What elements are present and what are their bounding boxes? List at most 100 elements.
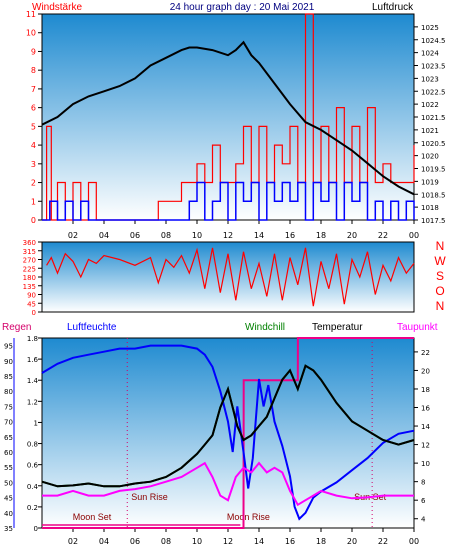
rain-y-tick-label: 1.6 (27, 356, 39, 364)
header-right-label: Luftdruck (372, 2, 414, 13)
legend-humidity: Luftfeuchte (67, 322, 117, 333)
x-tick-label: 04 (99, 231, 109, 240)
x-tick-label: 10 (192, 537, 202, 546)
x-tick-label: 12 (223, 537, 233, 546)
x-tick-label: 04 (99, 537, 109, 546)
x-tick-label: 18 (316, 537, 326, 546)
pressure-y-tick-label: 1018 (421, 204, 439, 212)
x-tick-label: 22 (378, 231, 388, 240)
humidity-y-tick-label: 75 (4, 403, 13, 411)
pressure-y-tick-label: 1020 (421, 153, 439, 161)
wind-y-tick-label: 10 (26, 29, 36, 38)
direction-y-tick-label: 315 (23, 248, 36, 256)
rain-y-tick-label: 0.8 (27, 441, 38, 449)
moonrise-label: Moon Rise (227, 512, 270, 522)
series-temperature (41, 364, 415, 488)
humidity-y-tick-label: 45 (4, 495, 13, 503)
direction-y-tick-label: 45 (27, 300, 36, 308)
pressure-y-tick-label: 1021.5 (421, 114, 446, 122)
temperature-y-tick-label: 20 (421, 367, 430, 375)
moonset-label: Moon Set (73, 512, 112, 522)
x-axis-bottom: 02 04 06 08 10 12 14 16 18 20 22 00 (68, 528, 419, 546)
pressure-y-tick-label: 1022 (421, 101, 439, 109)
wind-y-tick-label: 5 (31, 122, 36, 131)
legend-rain: Regen (2, 322, 31, 333)
x-tick-label: 00 (409, 231, 419, 240)
direction-y-tick-label: 270 (23, 257, 36, 265)
humidity-y-tick-label: 80 (4, 388, 13, 396)
rain-y-tick-label: 1.8 (27, 335, 38, 343)
humidity-y-tick-label: 55 (4, 464, 13, 472)
rain-y-tick-label: 1.2 (27, 398, 38, 406)
chart-title: 24 hour graph day : 20 Mai 2021 (170, 2, 315, 13)
direction-series (46, 247, 415, 307)
sunrise-label: Sun Rise (131, 492, 168, 502)
temperature-y-tick-label: 4 (421, 516, 426, 524)
wind-y-tick-label: 11 (26, 10, 36, 19)
temperature-y-tick-label: 22 (421, 349, 430, 357)
humidity-y-tick-label: 35 (4, 525, 13, 533)
pressure-y-axis: 1017.5 1018 1018.5 1019 1019.5 1020 1020.5 1021… (414, 24, 446, 225)
rain-y-tick-label: 0.4 (27, 483, 39, 491)
wind-y-tick-label: 6 (31, 104, 36, 113)
humidity-y-tick-label: 70 (4, 419, 13, 427)
wind-y-axis: 0 1 2 3 4 5 6 7 8 9 10 11 (26, 10, 42, 225)
x-tick-label: 18 (316, 231, 326, 240)
direction-y-tick-label: 90 (27, 292, 36, 300)
rain-y-tick-label: 0.2 (27, 504, 38, 512)
pressure-y-tick-label: 1024 (421, 50, 439, 58)
header-left-label: Windstärke (32, 2, 82, 13)
x-tick-label: 20 (347, 231, 357, 240)
temperature-y-tick-label: 6 (421, 497, 426, 505)
pressure-y-tick-label: 1017.5 (421, 217, 446, 225)
rain-y-tick-label: 0.6 (27, 462, 39, 470)
temperature-y-tick-label: 16 (421, 405, 430, 413)
pressure-y-tick-label: 1025 (421, 24, 439, 32)
humidity-y-tick-label: 60 (4, 449, 13, 457)
series-wind-gust (42, 181, 415, 221)
climate-series (41, 337, 415, 529)
pressure-y-tick-label: 1021 (421, 127, 439, 135)
x-tick-label: 06 (130, 231, 140, 240)
x-tick-label: 16 (285, 231, 295, 240)
temperature-y-tick-label: 8 (421, 479, 425, 487)
legend-dewpoint: Taupunkt (397, 322, 438, 333)
humidity-y-tick-label: 65 (4, 434, 13, 442)
wind-y-tick-label: 3 (31, 160, 36, 169)
pressure-y-tick-label: 1019.5 (421, 166, 446, 174)
rain-y-tick-label: 0 (34, 525, 38, 533)
legend-windchill: Windchill (245, 322, 285, 333)
pressure-y-tick-label: 1020.5 (421, 140, 446, 148)
pressure-y-tick-label: 1024.5 (421, 37, 446, 45)
wind-y-tick-label: 8 (31, 66, 36, 75)
wind-y-tick-label: 7 (31, 85, 36, 94)
wind-y-tick-label: 2 (31, 179, 36, 188)
temperature-y-tick-label: 10 (421, 460, 430, 468)
humidity-y-tick-label: 85 (4, 373, 13, 381)
direction-y-tick-label: 135 (23, 283, 36, 291)
series-pressure (41, 40, 415, 196)
humidity-y-tick-label: 90 (4, 358, 13, 366)
pressure-y-tick-label: 1018.5 (421, 191, 446, 199)
humidity-y-axis: 35 40 45 50 55 60 65 70 75 80 85 90 95 (4, 338, 15, 533)
rain-y-tick-label: 1.4 (27, 377, 39, 385)
compass-label: W (434, 254, 446, 268)
x-tick-label: 16 (285, 537, 295, 546)
direction-y-tick-label: 360 (23, 239, 36, 247)
x-tick-label: 14 (254, 231, 264, 240)
compass-label: N (436, 299, 445, 313)
direction-y-tick-label: 0 (32, 309, 36, 317)
x-tick-label: 02 (68, 537, 78, 546)
temperature-y-axis: 4 6 8 10 12 14 16 18 20 22 (414, 349, 430, 524)
x-tick-label: 00 (409, 537, 419, 546)
x-tick-label: 02 (68, 231, 78, 240)
direction-y-tick-label: 225 (23, 265, 36, 273)
x-axis-top: 02 04 06 08 10 12 14 16 18 20 22 00 (68, 220, 419, 240)
series-dewpoint (42, 461, 414, 507)
compass-label: N (436, 239, 445, 253)
legend-temperature: Temperatur (312, 322, 363, 333)
temperature-y-tick-label: 18 (421, 386, 430, 394)
